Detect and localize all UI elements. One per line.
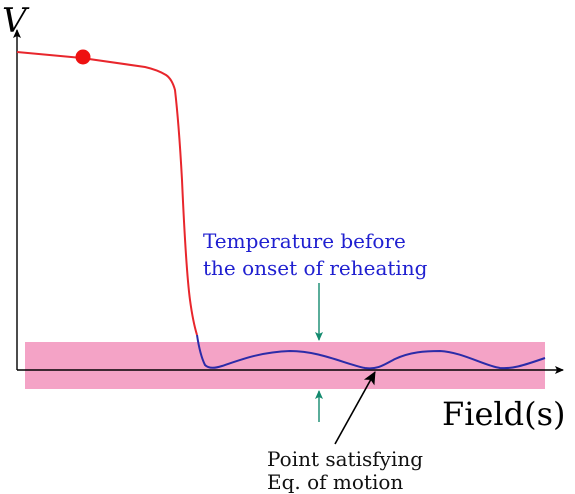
eq-of-motion-label-line2: Eq. of motion xyxy=(267,470,403,494)
y-axis-label: V xyxy=(2,1,30,41)
temperature-band xyxy=(25,342,545,389)
eq-of-motion-pointer-arrow xyxy=(334,371,376,445)
temperature-label-line1: Temperature before xyxy=(203,229,406,253)
x-axis-label: Field(s) xyxy=(442,395,565,433)
temperature-label-line2: the onset of reheating xyxy=(203,256,428,280)
oscillation-curve xyxy=(196,334,546,370)
field-position-marker xyxy=(75,49,91,65)
potential-curve xyxy=(16,51,198,336)
eq-of-motion-label-line1: Point satisfying xyxy=(267,447,423,471)
